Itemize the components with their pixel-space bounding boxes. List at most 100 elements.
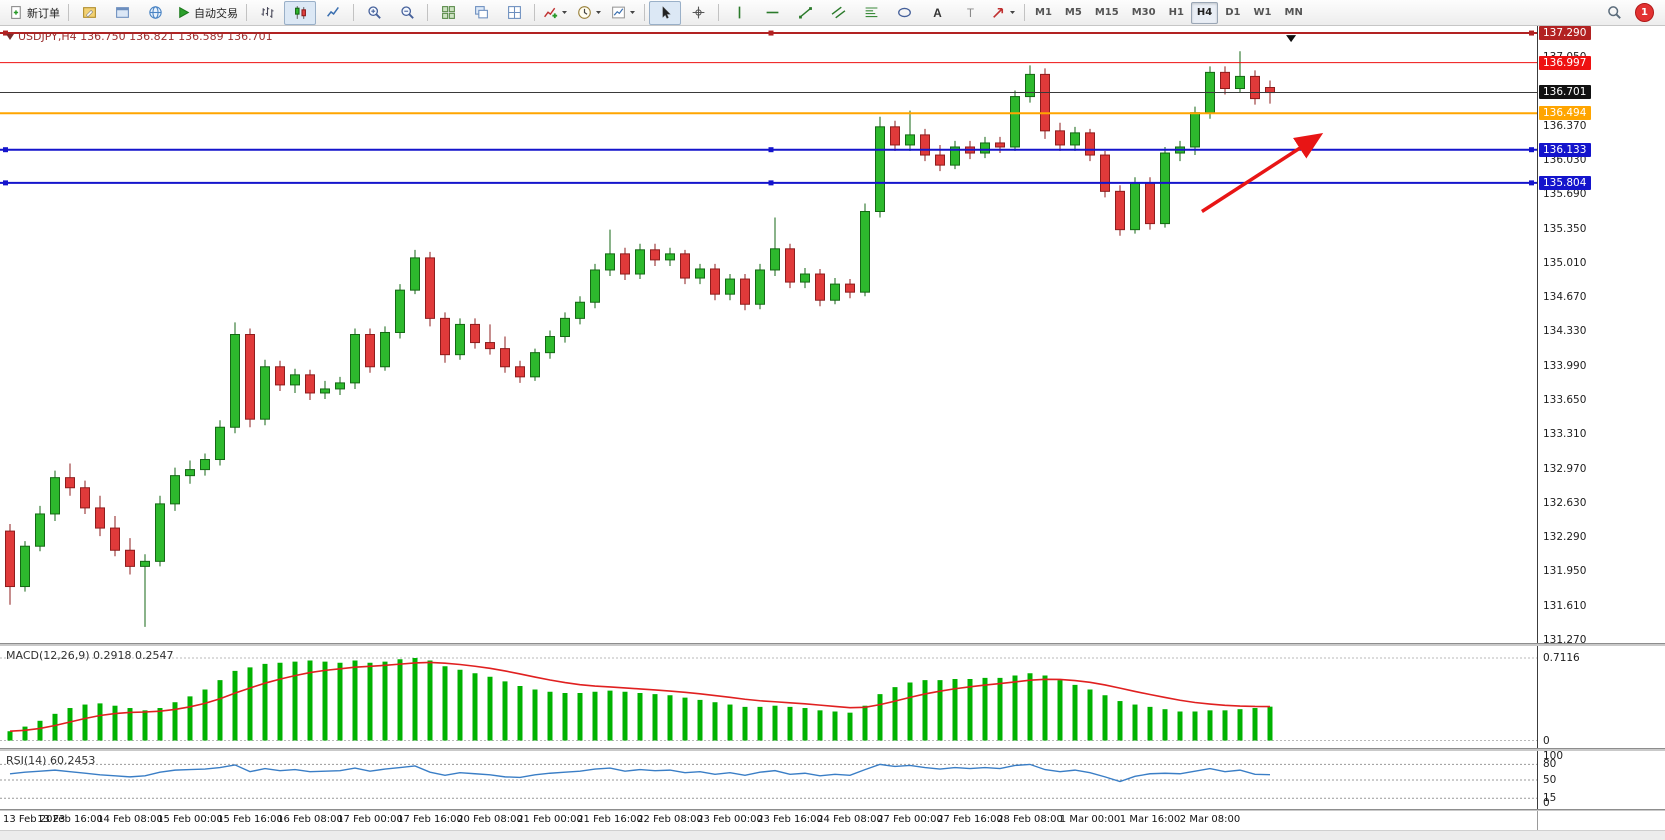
trendline-button[interactable] (789, 1, 821, 25)
time-axis-corner (1538, 811, 1665, 830)
text-t-icon: T (963, 5, 978, 20)
rsi-panel[interactable]: RSI(14) 60.2453 (0, 751, 1538, 809)
time-axis[interactable]: 13 Feb 2023 13 Feb 16:00 14 Feb 08:00 15 Fe… (0, 811, 1538, 830)
bars-icon (260, 5, 275, 20)
timeframe-w1[interactable]: W1 (1253, 7, 1272, 18)
macd-axis[interactable]: 0.7116 0 (1538, 646, 1665, 748)
line-chart-button[interactable] (317, 1, 349, 25)
zoom-out-button[interactable] (391, 1, 423, 25)
fibonacci-button[interactable] (855, 1, 887, 25)
tile-windows-button[interactable] (432, 1, 464, 25)
price-chart[interactable]: USDJPY,H4 136.750 136.821 136.589 136.70… (0, 26, 1538, 643)
rsi-time-splitter (0, 809, 1665, 811)
linechart-icon (326, 5, 341, 20)
notification-badge[interactable]: 1 (1635, 3, 1654, 22)
search-button[interactable] (1598, 1, 1630, 25)
svg-text:T: T (966, 7, 973, 20)
arrows-button[interactable] (987, 1, 1020, 25)
search-icon (1607, 5, 1622, 20)
indicators-button[interactable] (539, 1, 572, 25)
rsi-axis-value: 15 (1543, 792, 1557, 805)
shapes-button[interactable] (888, 1, 920, 25)
indicators-icon (543, 5, 558, 20)
macd-rsi-splitter[interactable] (0, 748, 1665, 751)
cursor-button[interactable] (649, 0, 681, 25)
time-label: 1 Mar 00:00 (1059, 814, 1121, 825)
metaeditor-button[interactable] (73, 1, 105, 25)
community-button[interactable] (139, 1, 171, 25)
dropdown-caret-icon (629, 5, 636, 20)
hline-icon (765, 5, 780, 20)
hline-137.290[interactable] (0, 30, 1537, 36)
timeframe-d1[interactable]: D1 (1225, 7, 1241, 18)
price-tag-136.133: 136.133 (1539, 142, 1592, 157)
vertical-line-button[interactable] (723, 1, 755, 25)
price-tick: 135.350 (1543, 222, 1587, 235)
crosshair-button[interactable] (682, 1, 714, 25)
price-tick: 132.970 (1543, 462, 1587, 475)
text-button[interactable]: A (921, 1, 953, 25)
arrange-windows-button[interactable] (498, 1, 530, 25)
toolbar: 新订单 自动交易 A T M1 M5 M15 M30 H1 H4 D1 W1 MN 1 (0, 0, 1665, 26)
zoom-in-icon (367, 5, 382, 20)
price-tick: 133.650 (1543, 394, 1587, 407)
price-tag-136.701: 136.701 (1539, 85, 1592, 100)
candles-icon (293, 5, 308, 20)
price-tick: 131.950 (1543, 565, 1587, 578)
macd-panel[interactable]: MACD(12,26,9) 0.2918 0.2547 (0, 646, 1538, 748)
hline-135.804[interactable] (0, 180, 1537, 186)
timeframe-mn[interactable]: MN (1284, 7, 1303, 18)
timeframe-h4[interactable]: H4 (1190, 1, 1219, 24)
bar-chart-button[interactable] (251, 1, 283, 25)
horizontal-line-button[interactable] (756, 1, 788, 25)
new-order-button[interactable]: 新订单 (5, 1, 64, 25)
trendline-icon (798, 5, 813, 20)
macd-label: MACD(12,26,9) 0.2918 0.2547 (6, 649, 174, 662)
profile-icon (115, 5, 130, 20)
price-tick: 131.270 (1543, 633, 1587, 643)
templates-button[interactable] (607, 1, 640, 25)
timeframe-m15[interactable]: M15 (1094, 7, 1119, 18)
trend-arrow[interactable] (1200, 133, 1324, 213)
arrange-icon (507, 5, 522, 20)
timeframe-h1[interactable]: H1 (1168, 7, 1184, 18)
hline-136.133[interactable] (0, 147, 1537, 153)
macd-signal-line (9, 661, 1271, 733)
equidistant-channel-button[interactable] (822, 1, 854, 25)
shapes-icon (897, 5, 912, 20)
template-icon (611, 5, 626, 20)
price-tag-136.494: 136.494 (1539, 106, 1592, 121)
timeframe-m5[interactable]: M5 (1064, 7, 1082, 18)
rsi-label: RSI(14) 60.2453 (6, 754, 96, 767)
rsi-axis[interactable]: 100 80 50 15 0 (1538, 751, 1665, 809)
profiles-button[interactable] (106, 1, 138, 25)
channel-icon (831, 5, 846, 20)
time-label: 13 Feb 16:00 (37, 814, 103, 825)
price-tick: 133.990 (1543, 359, 1587, 372)
cascade-windows-button[interactable] (465, 1, 497, 25)
candlestick-chart-button[interactable] (284, 0, 316, 25)
time-label: 27 Feb 16:00 (937, 814, 1003, 825)
rsi-axis-value: 0 (1543, 797, 1550, 809)
chart-macd-splitter[interactable] (0, 643, 1665, 646)
timeframe-m30[interactable]: M30 (1131, 7, 1156, 18)
auto-trading-button-label: 自动交易 (194, 6, 238, 20)
time-label: 1 Mar 16:00 (1119, 814, 1181, 825)
text-label-button[interactable]: T (954, 1, 986, 25)
zoom-in-button[interactable] (358, 1, 390, 25)
auto-trading-button[interactable]: 自动交易 (172, 1, 242, 25)
dropdown-caret-icon (561, 5, 568, 20)
symbol-ohlc-header: USDJPY,H4 136.750 136.821 136.589 136.70… (6, 30, 273, 43)
periods-button[interactable] (573, 1, 606, 25)
dropdown-caret-icon (1009, 5, 1016, 20)
price-axis[interactable]: 137.050136.710136.370136.030135.690135.3… (1538, 26, 1665, 643)
text-a-icon: A (930, 5, 945, 20)
triangle-marker[interactable] (1286, 35, 1297, 43)
fibo-icon (864, 5, 879, 20)
time-label: 21 Feb 16:00 (577, 814, 643, 825)
timeframe-m1[interactable]: M1 (1035, 7, 1052, 18)
price-tick: 134.330 (1543, 325, 1587, 338)
arrowshape-icon (991, 5, 1006, 20)
candles[interactable] (5, 51, 1275, 627)
price-tick: 132.630 (1543, 496, 1587, 509)
